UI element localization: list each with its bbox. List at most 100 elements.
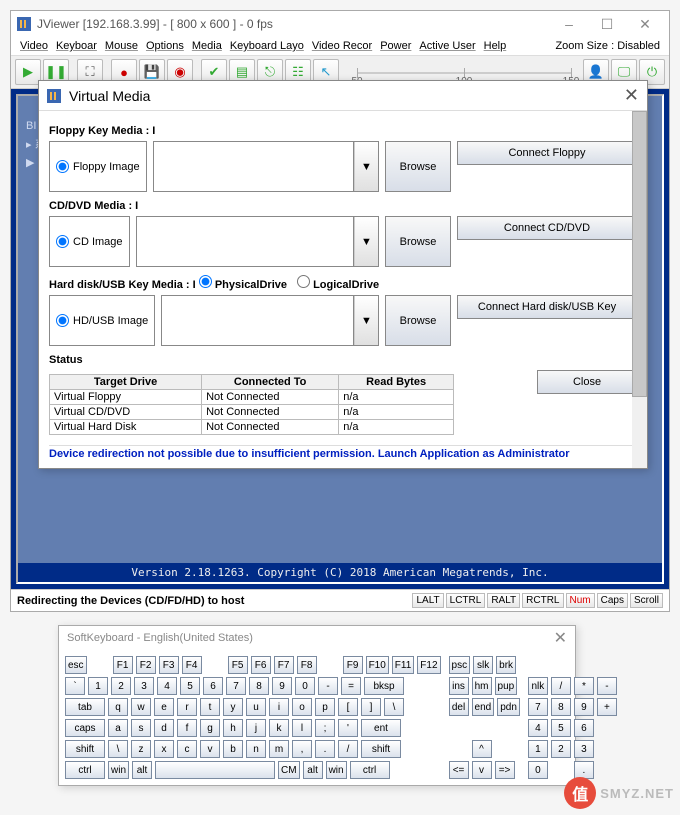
hd-path-input[interactable] (162, 296, 354, 345)
key-p[interactable]: p (315, 698, 335, 716)
key-\[interactable]: \ (384, 698, 404, 716)
key-s[interactable]: s (131, 719, 151, 737)
scrollbar[interactable] (632, 111, 647, 468)
key-n[interactable]: n (246, 740, 266, 758)
key-g[interactable]: g (200, 719, 220, 737)
floppy-browse-button[interactable]: Browse (385, 141, 451, 192)
key-6[interactable]: 6 (203, 677, 223, 695)
key-\[interactable]: \ (108, 740, 128, 758)
key-F5[interactable]: F5 (228, 656, 248, 674)
key-1[interactable]: 1 (528, 740, 548, 758)
key-[[interactable]: [ (338, 698, 358, 716)
key-nlk[interactable]: nlk (528, 677, 548, 695)
key-x[interactable]: x (154, 740, 174, 758)
key-ins[interactable]: ins (449, 677, 469, 695)
key-0[interactable]: 0 (295, 677, 315, 695)
menu-help[interactable]: Help (481, 39, 510, 53)
key-ctrl[interactable]: ctrl (65, 761, 105, 779)
key-h[interactable]: h (223, 719, 243, 737)
key-brk[interactable]: brk (496, 656, 516, 674)
key-o[interactable]: o (292, 698, 312, 716)
key-shift[interactable]: shift (65, 740, 105, 758)
menu-options[interactable]: Options (143, 39, 187, 53)
indicator-lalt[interactable]: LALT (412, 593, 443, 608)
key-;[interactable]: ; (315, 719, 335, 737)
key-r[interactable]: r (177, 698, 197, 716)
indicator-num[interactable]: Num (566, 593, 595, 608)
key-8[interactable]: 8 (249, 677, 269, 695)
key-esc[interactable]: esc (65, 656, 87, 674)
key-0[interactable]: 0 (528, 761, 548, 779)
cd-path-input[interactable] (137, 217, 354, 266)
connect-cd-button[interactable]: Connect CD/DVD (457, 216, 637, 240)
key-/[interactable]: / (551, 677, 571, 695)
key-f[interactable]: f (177, 719, 197, 737)
menu-keyboard-layo[interactable]: Keyboard Layo (227, 39, 307, 53)
hd-dropdown-button[interactable]: ▼ (354, 296, 378, 345)
close-button[interactable]: ✕ (627, 12, 663, 36)
key-=[interactable]: = (341, 677, 361, 695)
indicator-caps[interactable]: Caps (597, 593, 628, 608)
dialog-titlebar[interactable]: Virtual Media ✕ (39, 81, 647, 111)
key-`[interactable]: ` (65, 677, 85, 695)
key-c[interactable]: c (177, 740, 197, 758)
floppy-image-radio[interactable]: Floppy Image (49, 141, 147, 192)
cd-browse-button[interactable]: Browse (385, 216, 451, 267)
key-a[interactable]: a (108, 719, 128, 737)
key-F9[interactable]: F9 (343, 656, 363, 674)
key-hm[interactable]: hm (472, 677, 492, 695)
menu-media[interactable]: Media (189, 39, 225, 53)
key-ent[interactable]: ent (361, 719, 401, 737)
key-CM[interactable]: CM (278, 761, 300, 779)
zoom-slider[interactable]: 50100150 (357, 62, 571, 82)
menu-power[interactable]: Power (377, 39, 414, 53)
floppy-path-input[interactable] (154, 142, 354, 191)
key-6[interactable]: 6 (574, 719, 594, 737)
key-d[interactable]: d (154, 719, 174, 737)
key-win[interactable]: win (326, 761, 347, 779)
key-^[interactable]: ^ (472, 740, 492, 758)
maximize-button[interactable]: ☐ (589, 12, 625, 36)
cd-image-radio[interactable]: CD Image (49, 216, 130, 267)
key-8[interactable]: 8 (551, 698, 571, 716)
menu-video[interactable]: Video (17, 39, 51, 53)
key-ctrl[interactable]: ctrl (350, 761, 390, 779)
connect-hd-button[interactable]: Connect Hard disk/USB Key (457, 295, 637, 319)
key-+[interactable]: + (597, 698, 617, 716)
key-j[interactable]: j (246, 719, 266, 737)
key-F3[interactable]: F3 (159, 656, 179, 674)
key-t[interactable]: t (200, 698, 220, 716)
key-1[interactable]: 1 (88, 677, 108, 695)
key-5[interactable]: 5 (180, 677, 200, 695)
hd-browse-button[interactable]: Browse (385, 295, 451, 346)
skb-close-button[interactable]: ✕ (554, 628, 567, 648)
key-*[interactable]: * (574, 677, 594, 695)
key-F7[interactable]: F7 (274, 656, 294, 674)
key-4[interactable]: 4 (157, 677, 177, 695)
menu-active-user[interactable]: Active User (416, 39, 478, 53)
physical-drive-radio[interactable]: PhysicalDrive (199, 275, 287, 291)
indicator-ralt[interactable]: RALT (487, 593, 520, 608)
key-F2[interactable]: F2 (136, 656, 156, 674)
key-q[interactable]: q (108, 698, 128, 716)
key-end[interactable]: end (472, 698, 495, 716)
key-alt[interactable]: alt (303, 761, 323, 779)
indicator-scroll[interactable]: Scroll (630, 593, 663, 608)
hd-image-radio[interactable]: HD/USB Image (49, 295, 155, 346)
key-F12[interactable]: F12 (417, 656, 440, 674)
key-.[interactable]: . (315, 740, 335, 758)
key-2[interactable]: 2 (551, 740, 571, 758)
key-F11[interactable]: F11 (392, 656, 415, 674)
indicator-rctrl[interactable]: RCTRL (522, 593, 563, 608)
connect-floppy-button[interactable]: Connect Floppy (457, 141, 637, 165)
cd-dropdown-button[interactable]: ▼ (354, 217, 378, 266)
key-F10[interactable]: F10 (366, 656, 389, 674)
menu-video-recor[interactable]: Video Recor (309, 39, 375, 53)
key-l[interactable]: l (292, 719, 312, 737)
key-3[interactable]: 3 (574, 740, 594, 758)
key-3[interactable]: 3 (134, 677, 154, 695)
menu-keyboar[interactable]: Keyboar (53, 39, 100, 53)
key--[interactable]: - (318, 677, 338, 695)
key-'[interactable]: ' (338, 719, 358, 737)
key-F4[interactable]: F4 (182, 656, 202, 674)
